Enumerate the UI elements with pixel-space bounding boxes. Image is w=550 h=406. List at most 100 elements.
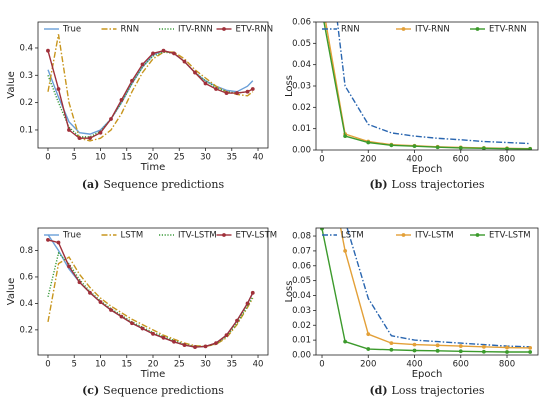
x-tick-label: 40 bbox=[253, 360, 264, 370]
marker bbox=[343, 134, 348, 139]
marker bbox=[172, 51, 176, 56]
y-tick-label: 0.01 bbox=[292, 124, 311, 134]
marker bbox=[343, 249, 348, 253]
y-tick-label: 0.06 bbox=[292, 18, 311, 28]
marker bbox=[224, 91, 229, 95]
marker bbox=[235, 318, 239, 323]
y-tick-label: 0.02 bbox=[292, 103, 311, 113]
legend-marker bbox=[222, 27, 226, 31]
x-tick-label: 600 bbox=[453, 155, 469, 165]
marker bbox=[130, 78, 134, 83]
marker bbox=[505, 350, 509, 354]
marker bbox=[88, 136, 92, 141]
marker bbox=[505, 146, 509, 150]
marker bbox=[366, 140, 371, 145]
marker bbox=[435, 145, 440, 150]
caption-label: (a) bbox=[82, 178, 100, 191]
series-line bbox=[47, 239, 254, 348]
marker bbox=[528, 350, 533, 354]
y-tick-label: 0.08 bbox=[292, 232, 311, 242]
marker bbox=[203, 344, 208, 349]
axes-frame bbox=[315, 21, 539, 151]
marker bbox=[214, 87, 218, 91]
y-tick-label: 0.1 bbox=[19, 125, 33, 135]
x-tick-label: 25 bbox=[174, 153, 185, 163]
plot-area bbox=[320, 0, 533, 150]
series-line bbox=[346, 228, 531, 348]
y-tick-label: 0.05 bbox=[292, 39, 311, 49]
marker bbox=[88, 290, 92, 295]
marker bbox=[366, 332, 371, 337]
marker bbox=[505, 345, 509, 350]
marker bbox=[458, 145, 463, 150]
marker bbox=[109, 117, 113, 121]
marker bbox=[214, 341, 218, 345]
marker bbox=[172, 339, 176, 344]
legend-label: ETV-LSTM bbox=[489, 231, 531, 241]
y-tick-label: 0.06 bbox=[292, 261, 311, 271]
legend-label: RNN bbox=[121, 25, 140, 35]
x-axis-label: Epoch bbox=[412, 369, 443, 380]
marker bbox=[130, 321, 134, 326]
marker bbox=[245, 301, 250, 306]
marker bbox=[412, 144, 417, 149]
x-tick-label: 10 bbox=[95, 153, 106, 163]
x-tick-label: 20 bbox=[148, 153, 159, 163]
caption: (c) Sequence predictions bbox=[82, 384, 224, 397]
series-line bbox=[323, 22, 531, 150]
marker bbox=[193, 70, 197, 75]
caption-label: (b) bbox=[369, 178, 387, 191]
x-tick-label: 0 bbox=[45, 153, 50, 163]
marker bbox=[77, 280, 82, 285]
caption-label: (d) bbox=[369, 384, 387, 397]
legend-label: LSTM bbox=[341, 231, 364, 241]
x-tick-label: 800 bbox=[499, 360, 515, 370]
marker bbox=[140, 62, 145, 67]
marker bbox=[435, 348, 440, 353]
y-tick-label: 0.03 bbox=[292, 82, 311, 92]
x-tick-label: 800 bbox=[499, 155, 515, 165]
x-tick-label: 5 bbox=[72, 360, 77, 370]
x-tick-label: 40 bbox=[253, 153, 264, 163]
x-axis-label: Epoch bbox=[412, 164, 443, 175]
marker bbox=[67, 128, 71, 132]
marker bbox=[67, 264, 71, 269]
marker bbox=[389, 143, 394, 148]
marker bbox=[46, 238, 50, 242]
marker bbox=[151, 331, 155, 336]
marker bbox=[161, 48, 166, 53]
marker bbox=[56, 87, 61, 91]
marker bbox=[389, 347, 394, 352]
y-axis-label: Loss bbox=[284, 75, 295, 97]
series-line bbox=[47, 51, 254, 138]
marker bbox=[528, 345, 533, 350]
legend-marker bbox=[475, 27, 480, 31]
marker bbox=[320, 0, 324, 3]
y-tick-label: 0.2 bbox=[19, 98, 33, 108]
series-line bbox=[321, 228, 531, 353]
marker bbox=[320, 130, 324, 134]
marker bbox=[366, 347, 371, 351]
axes-frame bbox=[37, 21, 269, 149]
marker bbox=[119, 97, 124, 102]
x-tick-label: 35 bbox=[226, 153, 237, 163]
marker bbox=[528, 147, 533, 150]
series-line bbox=[47, 49, 254, 139]
x-tick-label: 200 bbox=[360, 155, 376, 165]
plot-area bbox=[46, 34, 255, 142]
y-tick-label: 0.04 bbox=[292, 291, 311, 301]
x-tick-label: 400 bbox=[406, 360, 422, 370]
caption-text: Sequence predictions bbox=[103, 178, 224, 191]
marker bbox=[182, 343, 187, 347]
legend-label: ETV-RNN bbox=[489, 25, 527, 35]
series-line bbox=[324, 22, 531, 150]
marker bbox=[151, 51, 155, 56]
marker bbox=[182, 59, 187, 64]
legend-label: ETV-LSTM bbox=[236, 231, 278, 241]
plot-area bbox=[320, 130, 533, 354]
legend-label: RNN bbox=[341, 25, 360, 35]
y-axis-label: Value bbox=[6, 278, 17, 305]
marker bbox=[481, 349, 486, 354]
marker bbox=[56, 240, 61, 245]
caption: (a) Sequence predictions bbox=[82, 178, 225, 191]
